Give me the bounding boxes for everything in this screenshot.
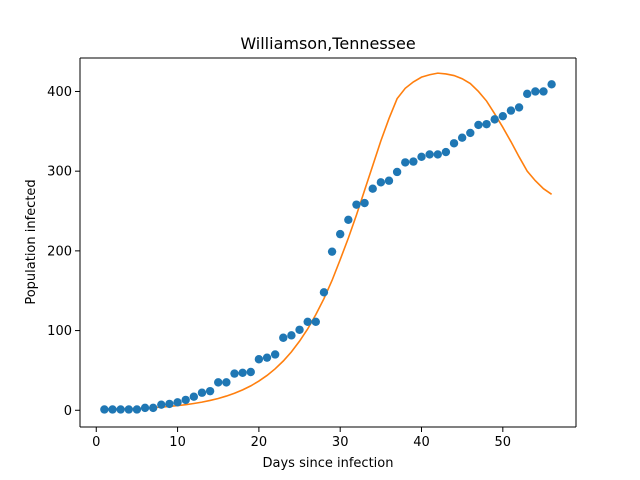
series-layer: [100, 72, 556, 414]
axes-frame: [79, 57, 577, 428]
data-point: [140, 403, 150, 413]
x-axis-label: Days since infection: [263, 456, 394, 471]
data-point: [287, 331, 296, 340]
data-point: [157, 400, 166, 409]
data-point: [498, 111, 508, 121]
data-point: [165, 399, 174, 409]
data-point: [482, 119, 491, 129]
data-point: [539, 87, 548, 96]
data-point: [425, 150, 434, 159]
chart-title: Williamson,Tennessee: [240, 34, 415, 53]
data-point: [295, 325, 304, 334]
data-point: [279, 333, 288, 342]
y-axis-label: Population infected: [24, 179, 39, 304]
y-tick-label: 0: [64, 404, 72, 419]
data-point: [490, 115, 499, 124]
x-tick-label: 50: [495, 435, 512, 450]
data-point: [352, 200, 361, 209]
data-point: [441, 147, 451, 157]
data-point: [246, 367, 255, 377]
data-point: [457, 133, 467, 142]
data-point: [230, 369, 239, 378]
data-point: [401, 158, 410, 167]
x-tick-label: 20: [251, 435, 268, 450]
y-tick-label: 400: [47, 85, 72, 100]
data-point: [108, 405, 117, 414]
data-point: [238, 368, 247, 378]
data-point: [205, 386, 215, 396]
data-point: [368, 184, 377, 193]
data-point: [311, 317, 320, 326]
y-tick-label: 200: [47, 244, 72, 259]
data-point: [376, 178, 386, 187]
data-point: [523, 89, 532, 99]
data-point: [262, 353, 272, 362]
data-point: [433, 150, 442, 159]
x-tick-label: 30: [332, 435, 349, 450]
y-tick-label: 300: [47, 165, 72, 180]
data-point: [392, 167, 402, 177]
data-point: [474, 120, 483, 130]
data-point: [124, 405, 133, 414]
x-tick-label: 10: [169, 435, 186, 450]
data-point: [116, 405, 125, 414]
data-point: [449, 139, 459, 148]
data-point: [319, 288, 329, 297]
data-point: [327, 247, 337, 256]
data-point: [344, 215, 353, 224]
data-point: [531, 87, 540, 96]
data-point: [254, 355, 264, 364]
y-tick-label: 100: [47, 324, 72, 339]
data-point: [197, 388, 207, 397]
data-point: [336, 229, 345, 239]
data-point: [222, 378, 231, 387]
data-point: [132, 405, 142, 414]
data-point: [270, 350, 280, 359]
data-point: [409, 157, 418, 166]
data-point: [214, 378, 223, 387]
data-point: [514, 103, 524, 112]
data-point: [181, 395, 190, 405]
data-point: [100, 405, 109, 414]
x-axis-ticks: 0 10 20 30 40 50: [92, 427, 511, 450]
data-point: [506, 106, 516, 115]
data-point: [173, 398, 182, 407]
data-point: [384, 176, 394, 185]
y-axis-ticks: 0 100 200 300 400: [47, 85, 80, 419]
x-tick-label: 0: [92, 435, 100, 450]
data-point: [547, 80, 556, 89]
data-point: [417, 152, 426, 162]
x-tick-label: 40: [413, 435, 430, 450]
data-point: [189, 392, 199, 401]
data-point: [466, 128, 475, 138]
data-point: [360, 198, 369, 208]
data-point: [148, 403, 158, 413]
data-point: [303, 317, 312, 326]
